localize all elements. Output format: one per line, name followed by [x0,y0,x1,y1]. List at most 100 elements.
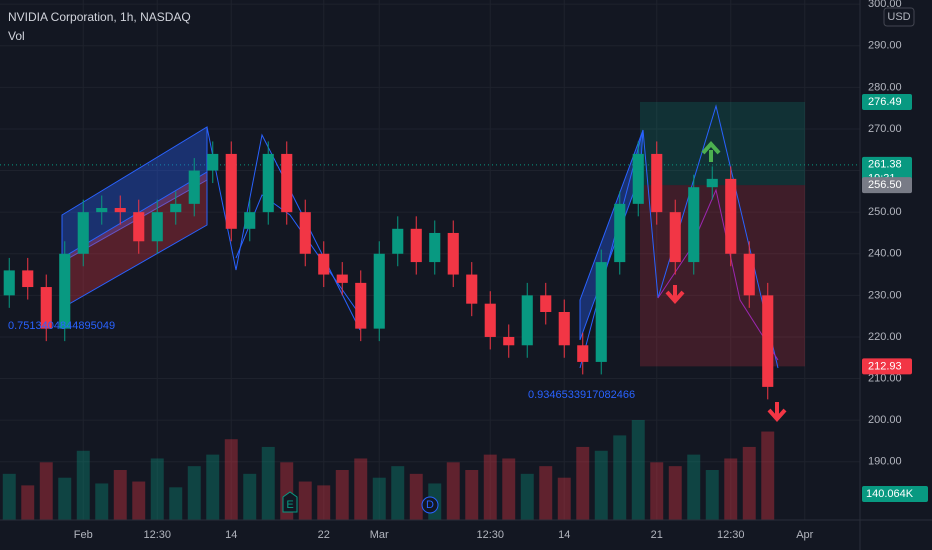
volume-bar [113,470,127,520]
candle-body [484,303,496,337]
x-tick-label: Feb [74,529,93,541]
volume-bar [391,466,405,520]
y-tick-label: 300.00 [868,0,902,10]
x-tick-label: 14 [225,529,237,541]
candle-body [540,295,552,312]
x-tick-label: 12:30 [717,529,745,541]
volume-bar [335,470,349,520]
event-label: E [286,499,293,511]
x-tick-label: 14 [558,529,570,541]
volume-bar [446,462,460,520]
volume-bar [557,477,571,520]
volume-bar [687,454,701,520]
volume-bar [594,450,608,520]
candle-body [244,212,256,229]
volume-bar [2,473,16,520]
candle-body [336,274,348,283]
candle-body [669,212,681,263]
y-tick-label: 190.00 [868,456,902,468]
volume-bar [539,466,553,520]
annotation: 0.9346533917082466 [528,389,635,401]
currency[interactable]: USD [887,11,910,23]
volume-bar [668,466,682,520]
y-tick-label: 250.00 [868,206,902,218]
event-badge: D [421,496,439,514]
candle-body [114,208,126,213]
y-tick-label: 290.00 [868,40,902,52]
volume-bar [650,462,664,520]
candle-body [688,187,700,263]
volume-bar [742,446,756,520]
candle-body [725,178,737,254]
candle-body [743,253,755,296]
position-zones [0,101,860,367]
y-tick-label: 220.00 [868,331,902,343]
annotation: 0.7513404844895049 [8,320,115,332]
candle-body [170,203,182,213]
volume-bar [206,454,220,520]
candle-body [410,228,422,263]
candle-body [706,178,718,188]
candle-body [762,295,774,387]
volume-bar [150,458,164,520]
volume-bar [187,466,201,520]
candle-body [225,153,237,229]
volume-bar [243,473,257,520]
candle-body [188,170,200,204]
candle-body [614,203,626,263]
y-tick-label: 270.00 [868,123,902,135]
price-tag-label: 276.49 [868,96,902,108]
candle-body [59,253,71,329]
candle-body [96,208,108,213]
volume-bar [520,473,534,520]
volume-bar [409,473,423,520]
zigzag [657,188,779,361]
volume-bar [58,477,72,520]
candle-body [318,253,330,275]
x-tick-label: 21 [651,529,663,541]
y-tick-label: 240.00 [868,248,902,260]
target-zone [640,101,805,186]
candle-body [207,153,219,171]
candle-body [466,274,478,304]
up-arrow [701,140,721,162]
price-axis: 190.00 200.00 210.00 220.00 230.00 240.00 250.… [862,0,928,502]
candle-body [3,270,15,296]
volume-bar [298,481,312,520]
volume-bar [372,477,386,520]
y-tick-label: 280.00 [868,81,902,93]
volume-bar [631,420,645,520]
volume-bar [613,435,627,520]
volume-bar [761,431,775,520]
candle-body [429,232,441,263]
volume-bar [465,470,479,520]
stop-zone [640,185,805,367]
x-tick-label: Mar [370,529,389,541]
volume-bar [21,485,35,520]
candle-body [22,270,34,288]
volume-bar [317,485,331,520]
candle-body [651,153,663,213]
price-tag [862,177,912,194]
volume-bar [39,462,53,520]
indicator-name: Vol [8,29,25,43]
price-tag-label: 256.50 [868,179,902,191]
candle-body [355,282,367,329]
candle-body [632,153,644,204]
volume-bar [224,439,238,520]
candle-body [281,153,293,213]
y-tick-label: 230.00 [868,289,902,301]
x-tick-label: 12:30 [143,529,171,541]
marks [2,141,775,520]
down-arrow [665,285,685,305]
x-tick-label: Apr [796,529,813,541]
candle-body [392,228,404,254]
currency-box[interactable] [883,7,915,27]
candle-body [262,153,274,213]
price-tag-label: 212.93 [868,360,902,372]
candle-body [373,253,385,329]
symbol-title: NVIDIA Corporation, 1h, NASDAQ [8,10,191,24]
price-tag [862,358,912,375]
volume-bar [705,470,719,520]
candle-body [40,287,52,329]
